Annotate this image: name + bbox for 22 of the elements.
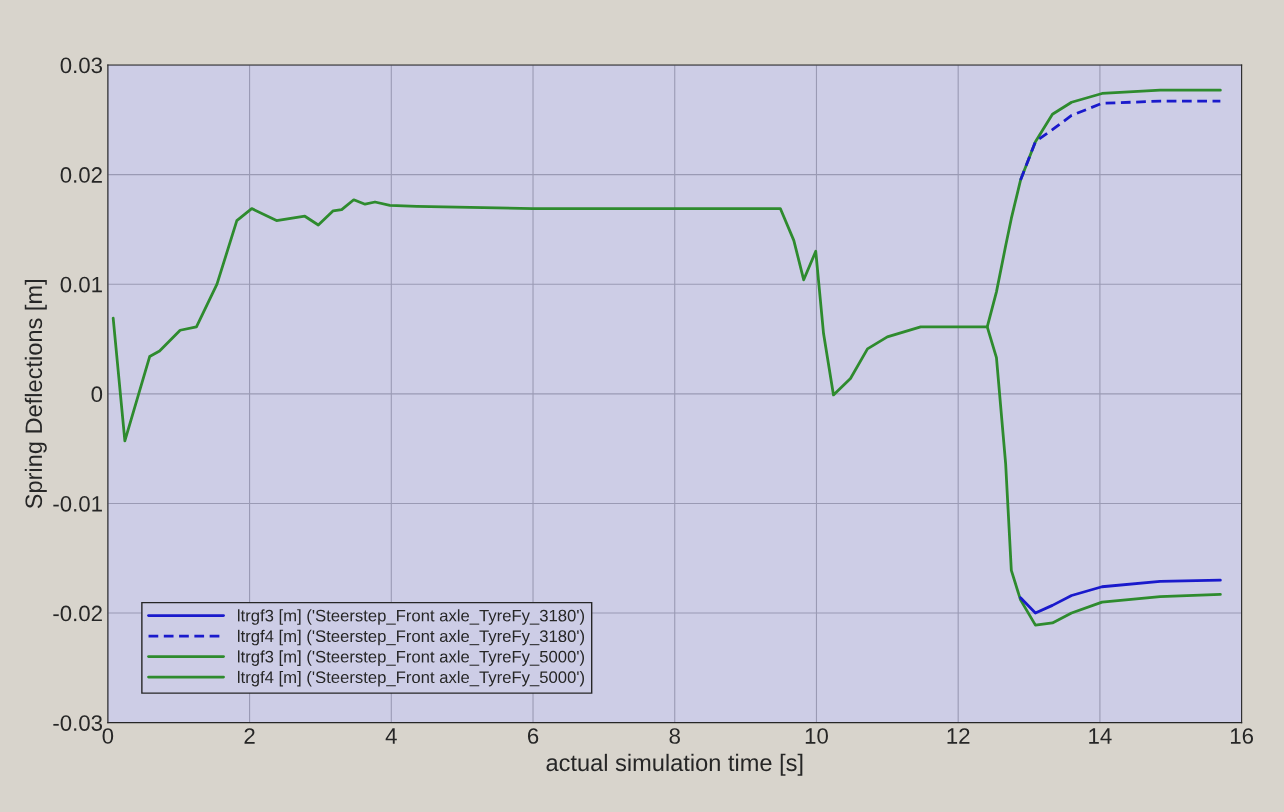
y-tick-label: 0.02: [60, 167, 102, 183]
x-tick-label: 0: [102, 728, 114, 744]
x-tick-label: 2: [244, 728, 255, 744]
legend-label: ltrgf3 [m] ('Steerstep_Front axle_TyreFy_3180'): [237, 609, 585, 625]
y-tick-label: 0.03: [60, 57, 103, 74]
x-tick-label: 10: [805, 728, 828, 744]
x-tick-label: 4: [385, 728, 397, 744]
y-tick-label: -0.02: [53, 605, 102, 622]
x-tick-label: 6: [527, 728, 539, 744]
legend-label: ltrgf4 [m] ('Steerstep_Front axle_TyreFy_5000'): [237, 670, 585, 687]
y-tick-label: -0.01: [53, 495, 102, 512]
x-tick-label: 8: [669, 728, 680, 744]
y-tick-label: 0: [91, 386, 103, 403]
y-tick-label: -0.03: [53, 715, 103, 731]
y-axis-title: Spring Deflections [m]: [24, 280, 47, 509]
x-axis-title: actual simulation time [s]: [546, 753, 803, 776]
x-tick-label: 14: [1089, 728, 1112, 744]
legend-label: ltrgf3 [m] ('Steerstep_Front axle_TyreFy_5000'): [237, 650, 585, 666]
x-tick-label: 16: [1230, 728, 1254, 744]
legend-label: ltrgf4 [m] ('Steerstep_Front axle_TyreFy_3180'): [237, 629, 585, 646]
x-tick-label: 12: [947, 728, 970, 744]
y-tick-label: 0.01: [60, 276, 102, 293]
